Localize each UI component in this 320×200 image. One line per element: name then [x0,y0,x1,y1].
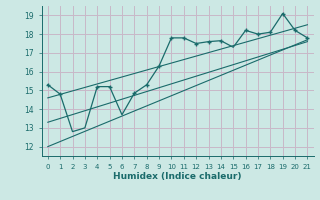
X-axis label: Humidex (Indice chaleur): Humidex (Indice chaleur) [113,172,242,181]
